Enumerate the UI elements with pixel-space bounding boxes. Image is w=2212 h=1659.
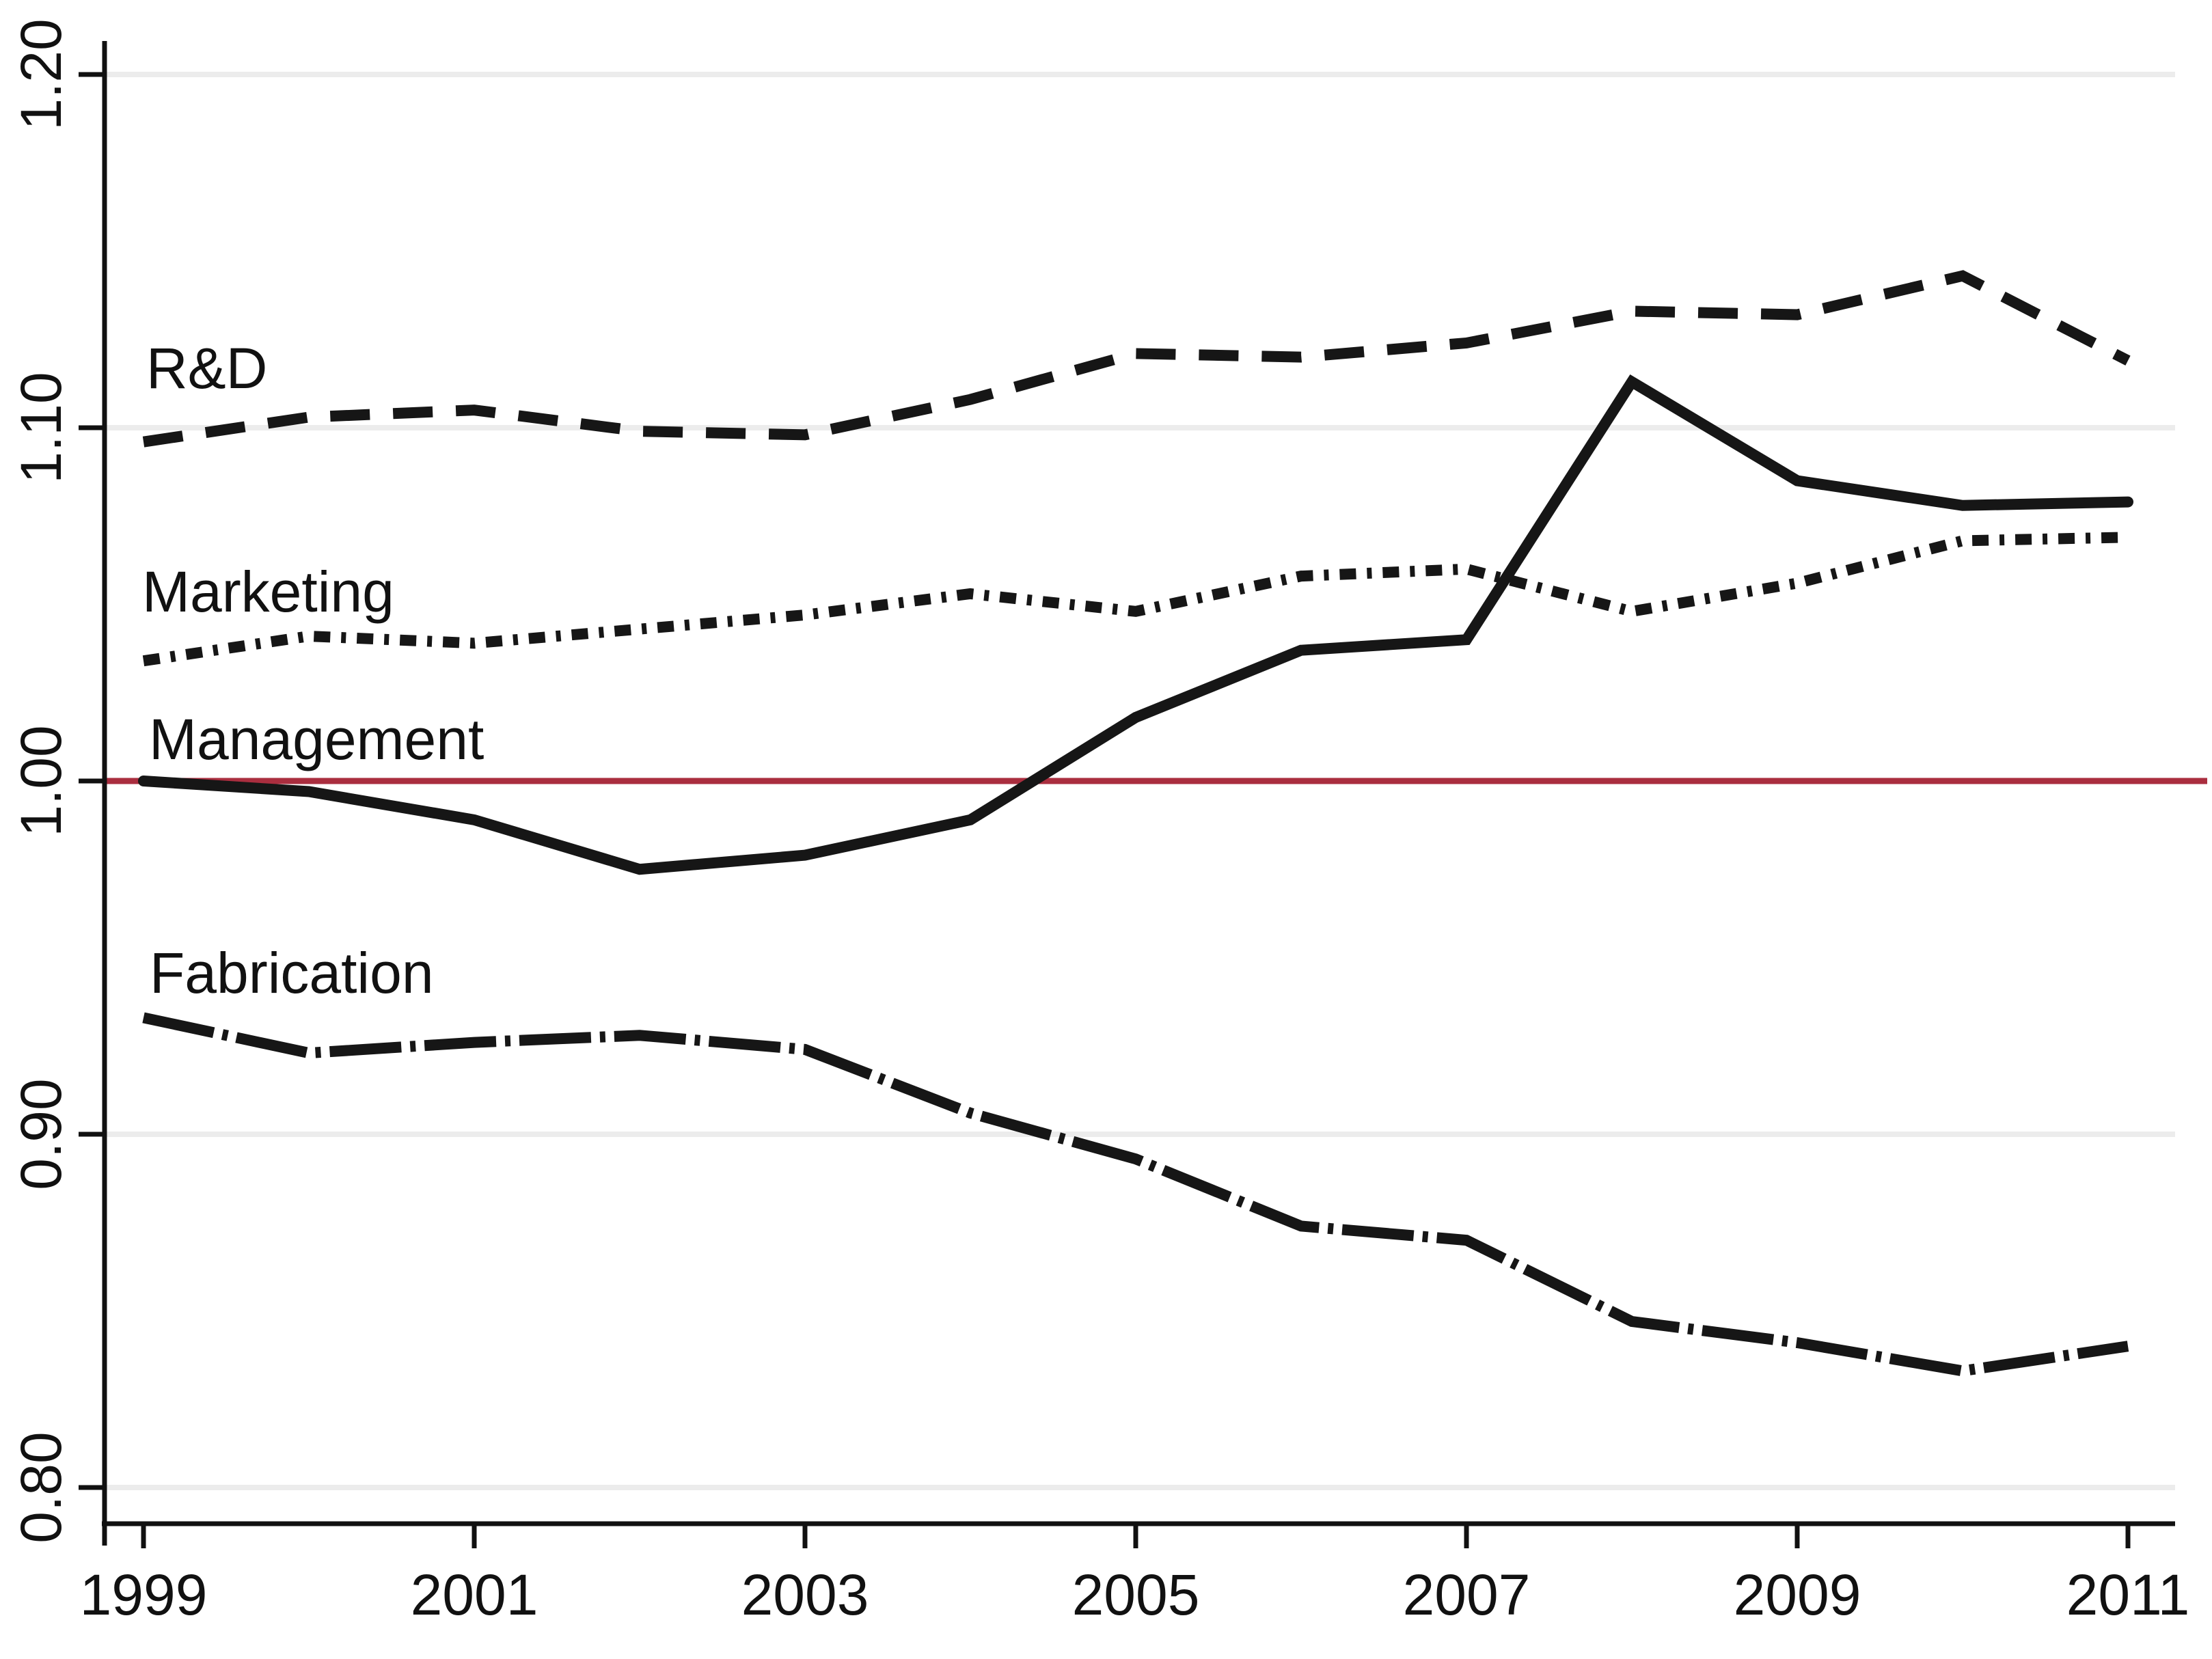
series-label-rnd: R&D — [146, 336, 267, 400]
x-tick-label: 2003 — [741, 1563, 869, 1627]
x-tick-label: 2009 — [1734, 1563, 1861, 1627]
series-line-marketing — [142, 532, 2129, 667]
series-line-management — [138, 374, 2133, 875]
x-tick-label: 2001 — [411, 1563, 538, 1627]
x-tick-label: 2005 — [1072, 1563, 1200, 1627]
y-tick-label: 1.00 — [9, 725, 73, 837]
series-label-management: Management — [149, 707, 484, 771]
y-tick-label: 1.10 — [9, 372, 73, 484]
series-label-marketing: Marketing — [142, 560, 394, 624]
series-label-fabrication: Fabrication — [150, 941, 434, 1005]
x-tick-label: 2007 — [1403, 1563, 1531, 1627]
x-tick-label: 1999 — [80, 1563, 208, 1627]
series-labels-group: R&D Marketing Management Fabrication — [142, 336, 484, 1005]
tick-labels-group: 0.80 0.90 1.00 1.10 1.20 1999 2001 2003 2005 2007… — [9, 18, 2189, 1627]
series-line-fabrication — [142, 1012, 2129, 1377]
y-tick-label: 0.80 — [9, 1431, 73, 1544]
y-tick-label: 0.90 — [9, 1078, 73, 1190]
axes-group — [79, 41, 2175, 1548]
series-lines-group — [138, 270, 2133, 1377]
y-tick-label: 1.20 — [9, 18, 73, 131]
x-tick-label: 2011 — [2066, 1563, 2190, 1627]
series-line-rnd — [142, 270, 2131, 448]
